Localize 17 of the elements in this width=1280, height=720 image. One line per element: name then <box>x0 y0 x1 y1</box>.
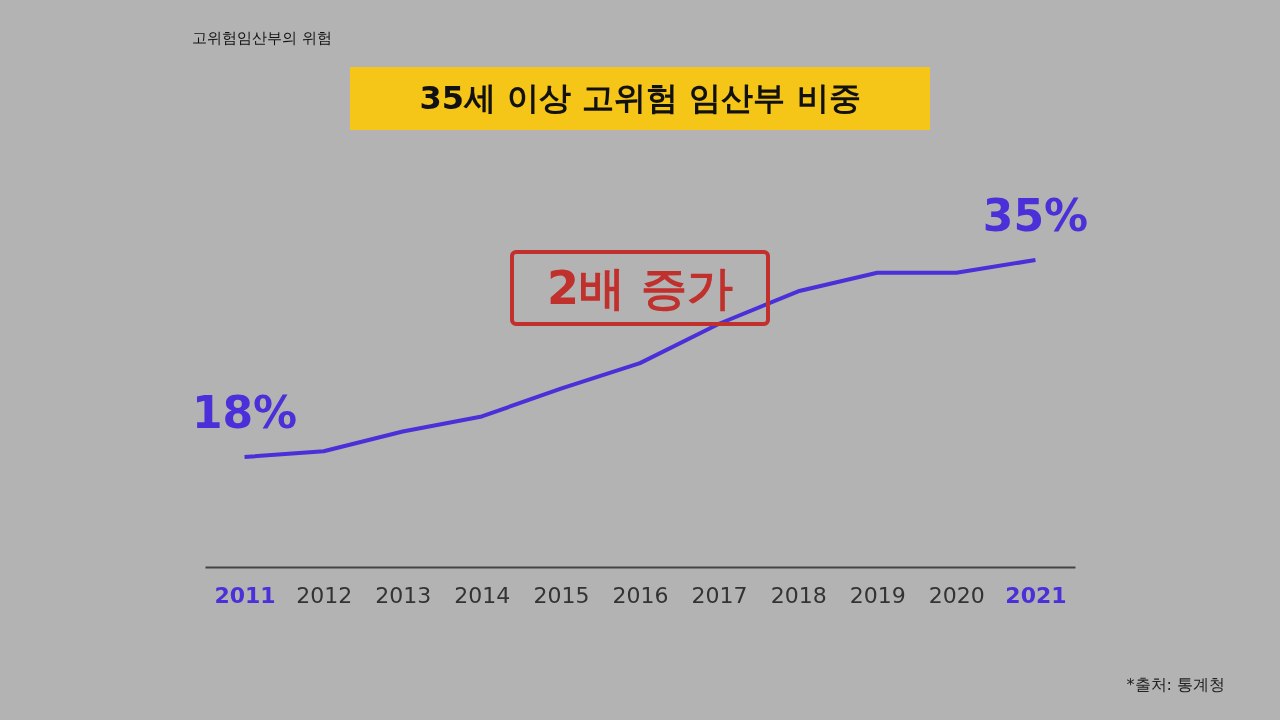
text: *출처: 통계청 <box>1126 675 1225 694</box>
x-tick-label: 2016 <box>612 582 669 608</box>
text: 고위험임산부의 위험 <box>192 29 332 47</box>
x-tick-label: 2021 <box>1005 582 1067 608</box>
annotation: 2배 증가 <box>546 261 734 315</box>
chart-title: 35세 이상 고위험 임산부 비중 <box>419 79 861 117</box>
x-tick-label: 2015 <box>533 582 590 608</box>
data-label: 18% <box>191 387 298 438</box>
x-tick-label: 2014 <box>454 582 511 608</box>
x-tick-label: 2019 <box>849 582 906 608</box>
x-tick-label: 2013 <box>375 582 432 608</box>
x-tick-label: 2011 <box>214 582 276 608</box>
x-tick-label: 2018 <box>770 582 827 608</box>
x-tick-label: 2020 <box>928 582 985 608</box>
data-label: 35% <box>982 190 1089 241</box>
x-tick-label: 2017 <box>691 582 748 608</box>
x-tick-label: 2012 <box>296 582 353 608</box>
